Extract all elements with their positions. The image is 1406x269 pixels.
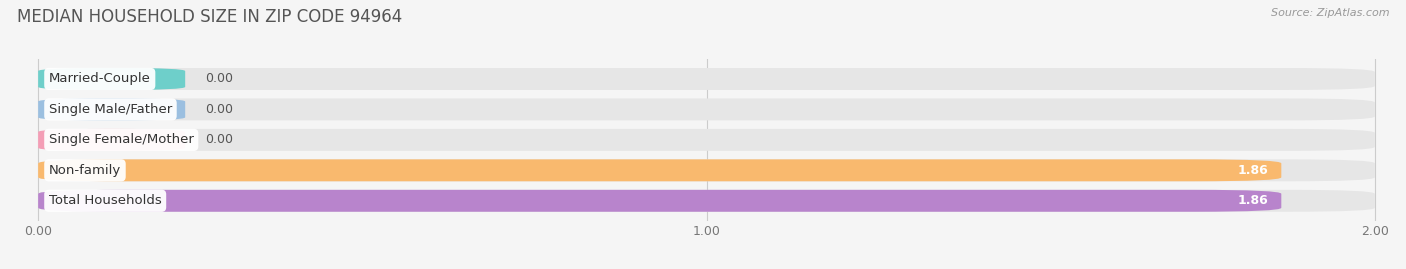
Text: 0.00: 0.00	[205, 72, 233, 86]
FancyBboxPatch shape	[38, 159, 1281, 181]
Text: 0.00: 0.00	[205, 133, 233, 146]
FancyBboxPatch shape	[38, 68, 1375, 90]
Text: 1.86: 1.86	[1237, 194, 1268, 207]
FancyBboxPatch shape	[38, 129, 1375, 151]
FancyBboxPatch shape	[38, 129, 186, 151]
FancyBboxPatch shape	[38, 159, 1375, 181]
Text: 0.00: 0.00	[205, 103, 233, 116]
Text: Non-family: Non-family	[49, 164, 121, 177]
Text: 1.86: 1.86	[1237, 164, 1268, 177]
Text: Single Female/Mother: Single Female/Mother	[49, 133, 194, 146]
Text: Married-Couple: Married-Couple	[49, 72, 150, 86]
Text: Single Male/Father: Single Male/Father	[49, 103, 172, 116]
FancyBboxPatch shape	[38, 98, 1375, 121]
FancyBboxPatch shape	[38, 190, 1375, 212]
Text: MEDIAN HOUSEHOLD SIZE IN ZIP CODE 94964: MEDIAN HOUSEHOLD SIZE IN ZIP CODE 94964	[17, 8, 402, 26]
Text: Total Households: Total Households	[49, 194, 162, 207]
FancyBboxPatch shape	[38, 68, 186, 90]
Text: Source: ZipAtlas.com: Source: ZipAtlas.com	[1271, 8, 1389, 18]
FancyBboxPatch shape	[38, 190, 1281, 212]
FancyBboxPatch shape	[38, 98, 186, 121]
